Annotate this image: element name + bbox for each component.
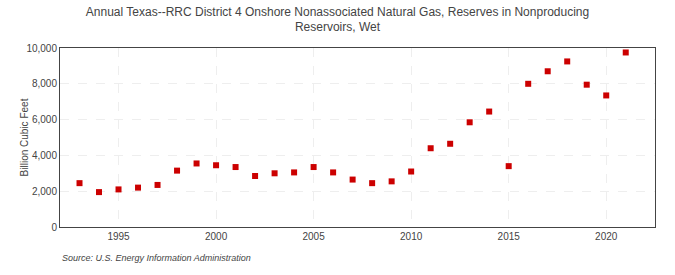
svg-text:2010: 2010 [400, 231, 423, 242]
svg-text:2005: 2005 [302, 231, 325, 242]
svg-text:Billion Cubic Feet: Billion Cubic Feet [19, 98, 30, 176]
svg-text:Source: U.S. Energy Informatio: Source: U.S. Energy Information Administ… [62, 253, 251, 263]
svg-text:1995: 1995 [107, 231, 130, 242]
svg-text:4,000: 4,000 [32, 150, 57, 161]
svg-text:2,000: 2,000 [32, 186, 57, 197]
svg-text:10,000: 10,000 [26, 43, 57, 54]
svg-text:2020: 2020 [595, 231, 618, 242]
svg-text:8,000: 8,000 [32, 78, 57, 89]
svg-text:0: 0 [51, 222, 57, 233]
svg-text:Annual Texas--RRC District 4 O: Annual Texas--RRC District 4 Onshore Non… [86, 5, 589, 35]
svg-text:2015: 2015 [498, 231, 521, 242]
svg-text:2000: 2000 [205, 231, 228, 242]
svg-text:6,000: 6,000 [32, 114, 57, 125]
